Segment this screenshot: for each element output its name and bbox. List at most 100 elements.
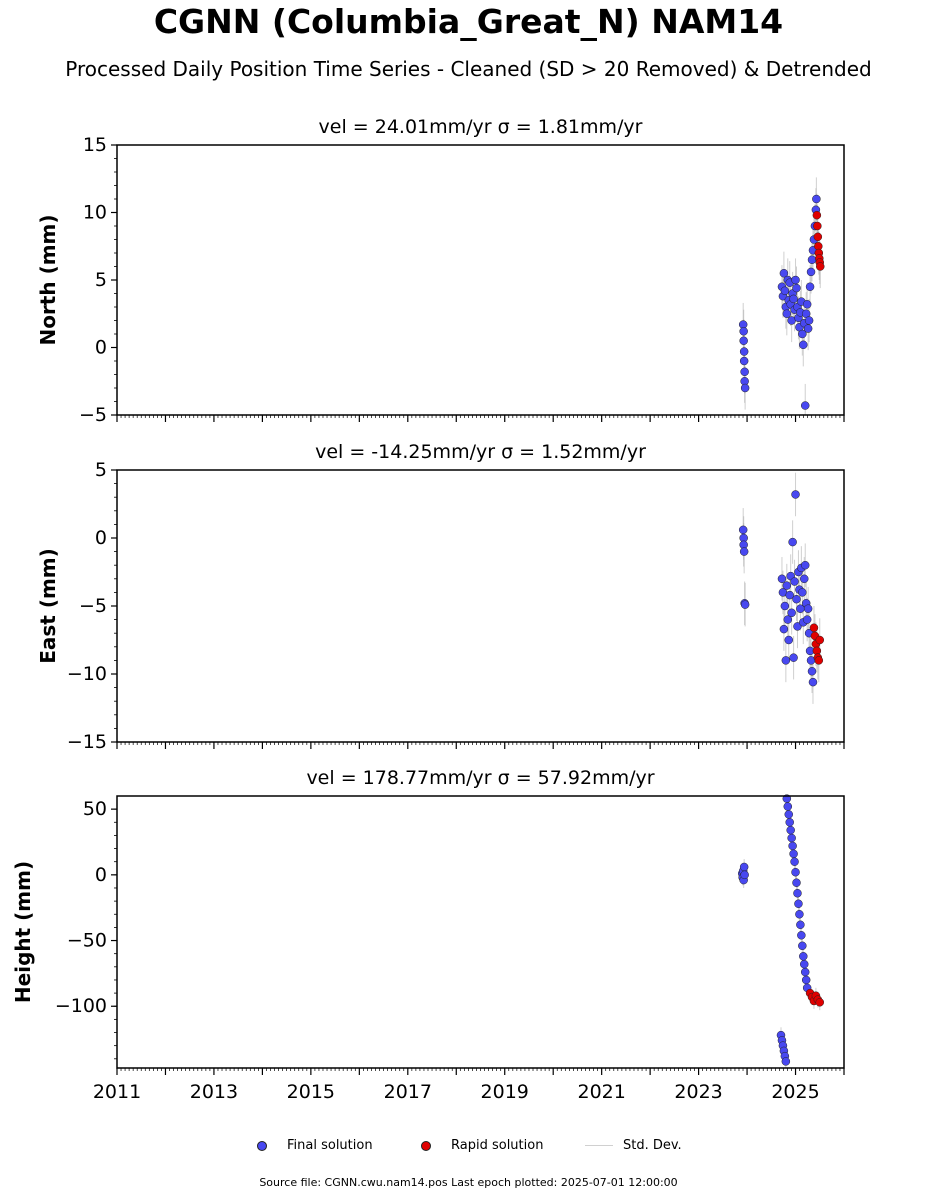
legend-final: Final solution	[257, 1138, 373, 1153]
final-point	[797, 931, 806, 940]
legend-stddev-label: Std. Dev.	[623, 1138, 682, 1153]
stddev-line-icon	[585, 1145, 613, 1146]
final-point	[798, 588, 807, 597]
final-point	[792, 594, 801, 604]
final-point	[796, 920, 805, 930]
legend-stddev: Std. Dev.	[585, 1138, 682, 1153]
rapid-point	[816, 262, 825, 271]
y-tick-label: −10	[67, 663, 107, 685]
y-tick-label: 5	[95, 269, 107, 291]
final-point	[777, 574, 787, 584]
final-point	[802, 300, 812, 309]
x-tick-label: 2019	[481, 1081, 529, 1103]
final-point	[738, 525, 748, 535]
x-tick-label: 2025	[771, 1081, 819, 1103]
final-point	[806, 267, 816, 277]
final-point	[740, 600, 750, 609]
final-point	[781, 1057, 791, 1066]
final-point	[785, 590, 794, 600]
final-point	[800, 560, 810, 570]
final-point	[803, 604, 813, 613]
rapid-point	[813, 232, 823, 242]
final-point	[799, 952, 808, 961]
y-tick-label: −15	[67, 731, 107, 753]
source-footer: Source file: CGNN.cwu.nam14.pos Last epo…	[259, 1176, 678, 1189]
final-point	[807, 255, 817, 264]
final-point	[739, 336, 748, 345]
final-point	[792, 878, 801, 887]
y-tick-label: 0	[95, 337, 107, 359]
final-point	[739, 547, 749, 556]
figure-subtitle: Processed Daily Position Time Series - C…	[65, 57, 872, 81]
legend-final-label: Final solution	[287, 1138, 373, 1153]
final-point	[783, 615, 793, 624]
final-marker-icon	[257, 1140, 267, 1151]
final-point	[800, 574, 809, 584]
final-point	[790, 857, 799, 866]
final-point	[787, 833, 796, 843]
y-tick-label: 15	[83, 134, 107, 156]
final-point	[740, 383, 750, 393]
y-tick-label: −50	[67, 930, 107, 952]
x-tick-label: 2011	[93, 1081, 141, 1103]
y-axis-label: Height (mm)	[11, 861, 35, 1003]
final-point	[798, 329, 807, 339]
final-point	[798, 941, 807, 951]
final-point	[781, 656, 791, 665]
final-point	[740, 870, 749, 880]
y-tick-label: −5	[79, 595, 107, 617]
y-tick-label: 0	[95, 864, 107, 886]
y-tick-label: −100	[55, 995, 107, 1017]
plot-frame	[116, 144, 845, 416]
final-point	[788, 537, 797, 547]
final-point	[739, 327, 748, 336]
x-tick-label: 2023	[674, 1081, 722, 1103]
x-tick-label: 2013	[190, 1081, 238, 1103]
final-point	[807, 667, 817, 676]
final-point	[789, 653, 798, 662]
final-point	[785, 818, 794, 827]
final-point	[739, 356, 749, 366]
rapid-point	[813, 221, 822, 231]
y-axis-label: East (mm)	[36, 548, 60, 664]
final-point	[779, 269, 789, 278]
final-point	[794, 899, 803, 908]
rapid-marker-icon	[421, 1140, 431, 1151]
final-point	[792, 283, 801, 293]
x-tick-label: 2017	[384, 1081, 432, 1103]
final-point	[790, 577, 799, 586]
final-point	[782, 309, 792, 318]
final-point	[789, 294, 798, 304]
panel-title: vel = -14.25mm/yr σ = 1.52mm/yr	[315, 441, 646, 463]
final-point	[789, 849, 798, 859]
plot-frame	[116, 795, 845, 1069]
final-point	[779, 624, 789, 634]
x-tick-label: 2021	[577, 1081, 625, 1103]
final-point	[802, 615, 812, 624]
x-tick-label: 2015	[287, 1081, 335, 1103]
rapid-point	[815, 998, 825, 1007]
final-point	[801, 975, 811, 985]
y-axis-label: North (mm)	[36, 214, 60, 345]
final-point	[788, 841, 797, 851]
y-tick-label: 50	[83, 798, 107, 820]
y-tick-label: −5	[79, 404, 107, 426]
final-point	[784, 635, 793, 645]
figure-title: CGNN (Columbia_Great_N) NAM14	[153, 2, 784, 41]
rapid-point	[809, 623, 819, 633]
final-point	[799, 340, 808, 350]
final-point	[786, 825, 795, 835]
rapid-point	[812, 210, 822, 220]
final-point	[800, 401, 810, 410]
y-tick-label: 0	[95, 527, 107, 549]
legend: Final solution Rapid solution Std. Dev.	[0, 1136, 937, 1158]
rapid-point	[814, 656, 824, 665]
final-point	[808, 677, 818, 687]
final-point	[812, 194, 821, 204]
final-point	[805, 282, 815, 291]
final-point	[740, 367, 749, 377]
rapid-point	[815, 635, 825, 645]
panel-title: vel = 178.77mm/yr σ = 57.92mm/yr	[306, 767, 654, 789]
y-tick-label: 5	[95, 459, 107, 481]
chart-area: vel = 24.01mm/yr σ = 1.81mm/yr North (mm)…	[11, 116, 845, 1103]
